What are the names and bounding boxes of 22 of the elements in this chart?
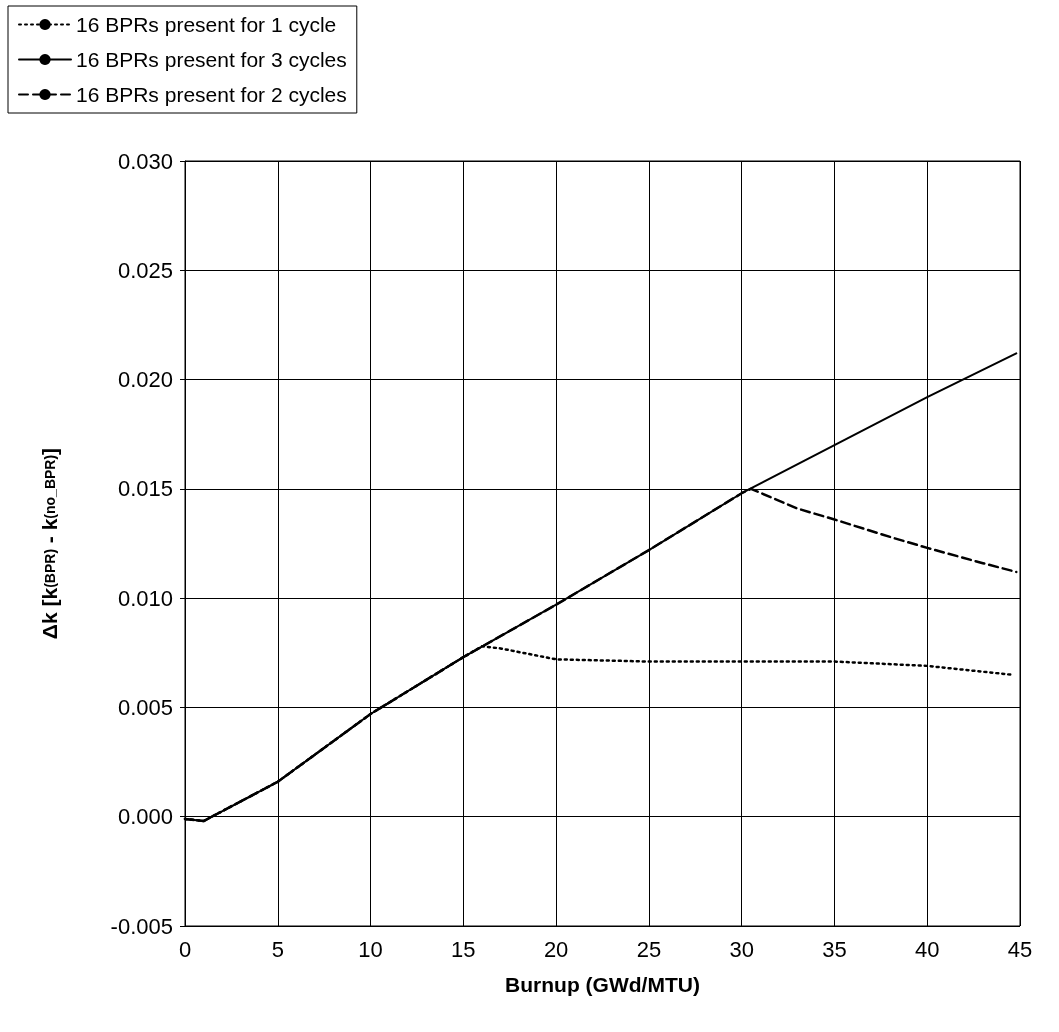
x-tick-label: 15: [451, 936, 476, 962]
legend-label: 16 BPRs present for 3 cycles: [76, 48, 347, 71]
x-tick-label: 35: [822, 936, 847, 962]
x-tick-label: 0: [178, 936, 192, 962]
y-tick-label: 0.015: [117, 476, 173, 502]
y-tick-label: 0.025: [117, 257, 173, 283]
y-tick-label: 0.000: [117, 804, 173, 830]
legend-label: 16 BPRs present for 2 cycles: [76, 83, 347, 106]
y-tick-label: 0.030: [117, 148, 173, 174]
x-tick-label: 30: [729, 936, 754, 962]
x-tick-label: 45: [1007, 936, 1033, 962]
x-tick-label: 10: [358, 936, 383, 962]
x-tick-label: 5: [271, 936, 284, 962]
legend-label: 16 BPRs present for 1 cycle: [76, 13, 337, 36]
y-tick-label: 0.020: [117, 367, 173, 393]
x-tick-label: 25: [636, 936, 662, 962]
x-tick-label: 20: [543, 936, 569, 962]
y-tick-label: 0.010: [117, 585, 173, 611]
y-tick-label: 0.005: [117, 694, 173, 720]
y-tick-label: -0.005: [110, 913, 173, 939]
x-axis-title: Burnup (GWd/MTU): [505, 973, 700, 996]
x-tick-label: 40: [914, 936, 940, 962]
